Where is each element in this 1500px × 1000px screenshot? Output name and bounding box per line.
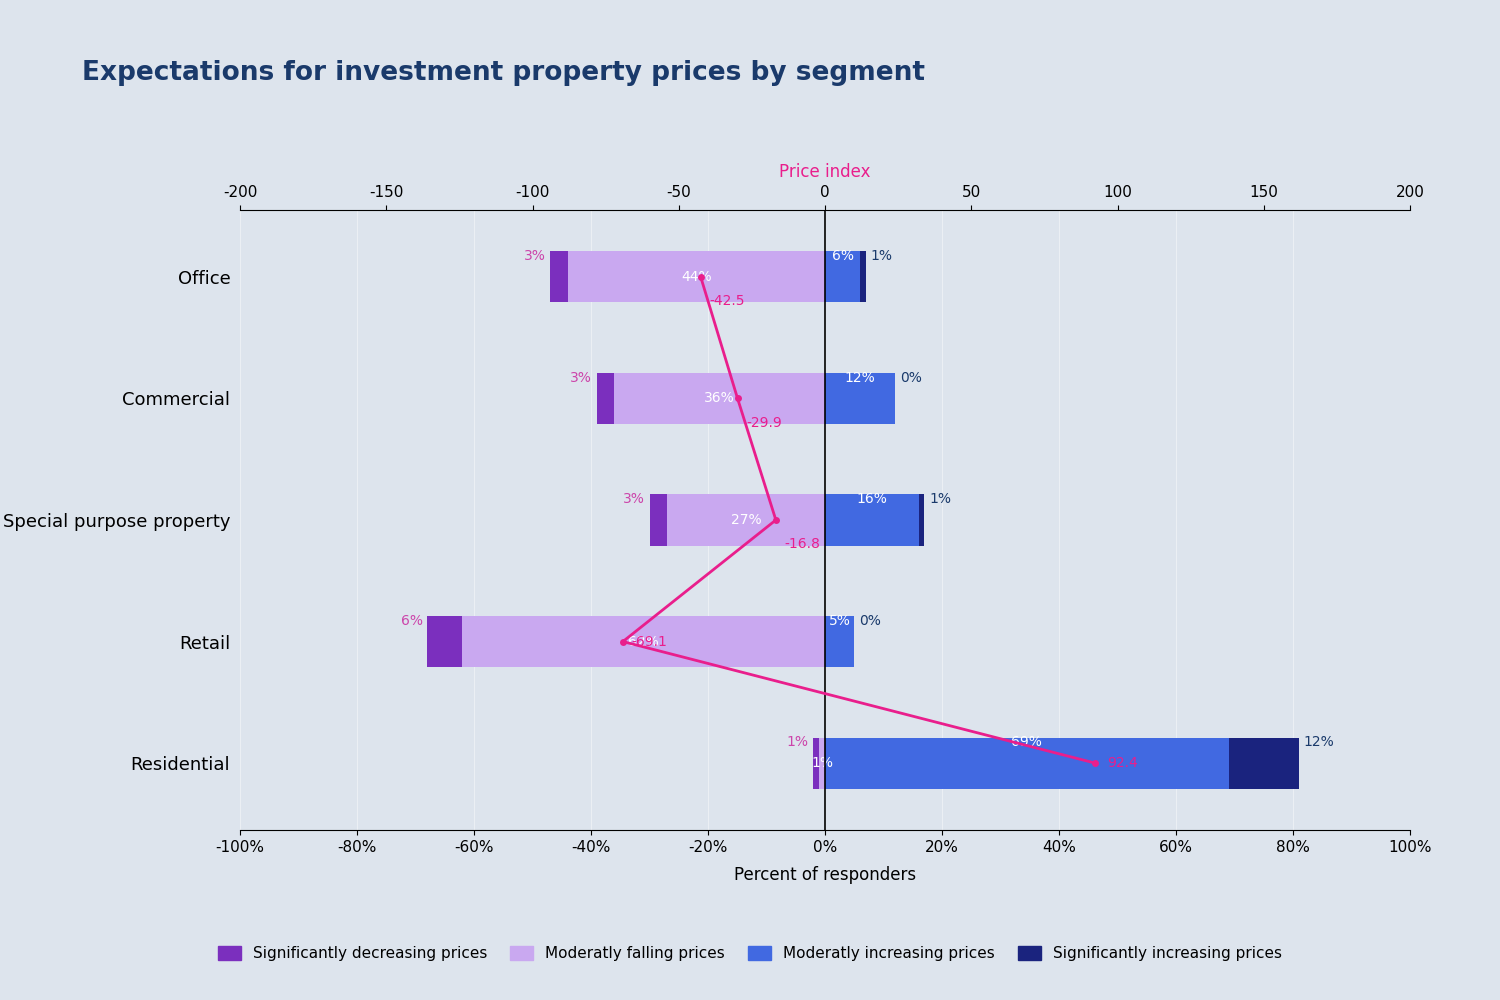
- Bar: [1228, 738, 1299, 789]
- Text: -29.9: -29.9: [747, 416, 782, 430]
- Bar: [615, 373, 825, 424]
- Bar: [825, 738, 1228, 789]
- Text: 92.4: 92.4: [1107, 756, 1137, 770]
- Text: 1%: 1%: [870, 249, 892, 263]
- Text: 0%: 0%: [859, 614, 880, 628]
- Bar: [918, 494, 924, 546]
- Text: 5%: 5%: [828, 614, 850, 628]
- Text: 12%: 12%: [1304, 735, 1335, 749]
- Text: 69%: 69%: [1011, 735, 1042, 749]
- Text: 1%: 1%: [928, 492, 951, 506]
- Text: 1%: 1%: [812, 756, 832, 770]
- Text: 3%: 3%: [570, 371, 592, 385]
- Bar: [650, 494, 668, 546]
- Bar: [825, 494, 918, 546]
- Text: 36%: 36%: [705, 391, 735, 405]
- Bar: [668, 494, 825, 546]
- Bar: [825, 373, 896, 424]
- Text: 12%: 12%: [844, 371, 876, 385]
- X-axis label: Price index: Price index: [780, 163, 870, 181]
- Bar: [567, 251, 825, 302]
- Text: 6%: 6%: [400, 614, 423, 628]
- Bar: [813, 738, 819, 789]
- Text: 44%: 44%: [681, 270, 711, 284]
- Text: 3%: 3%: [524, 249, 546, 263]
- Text: 62%: 62%: [628, 635, 658, 649]
- X-axis label: Percent of responders: Percent of responders: [734, 866, 916, 884]
- Text: -69.1: -69.1: [632, 635, 668, 649]
- Bar: [819, 738, 825, 789]
- Bar: [859, 251, 865, 302]
- Text: 3%: 3%: [622, 492, 645, 506]
- Text: -42.5: -42.5: [710, 294, 746, 308]
- Bar: [825, 616, 855, 667]
- Bar: [550, 251, 567, 302]
- Legend: Significantly decreasing prices, Moderatly falling prices, Moderatly increasing : Significantly decreasing prices, Moderat…: [211, 940, 1288, 967]
- Text: Expectations for investment property prices by segment: Expectations for investment property pri…: [82, 60, 925, 86]
- Text: 27%: 27%: [730, 513, 762, 527]
- Text: 1%: 1%: [786, 735, 808, 749]
- Text: 16%: 16%: [856, 492, 886, 506]
- Text: 0%: 0%: [900, 371, 922, 385]
- Text: -16.8: -16.8: [784, 537, 820, 551]
- Text: 6%: 6%: [831, 249, 854, 263]
- Bar: [427, 616, 462, 667]
- Bar: [597, 373, 615, 424]
- Bar: [462, 616, 825, 667]
- Bar: [825, 251, 860, 302]
